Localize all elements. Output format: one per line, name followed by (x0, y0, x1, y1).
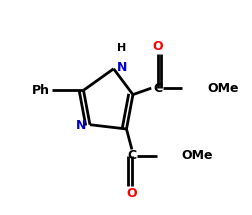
Text: OMe: OMe (206, 82, 238, 95)
Text: Ph: Ph (32, 84, 50, 97)
Text: H: H (116, 43, 125, 53)
Text: O: O (152, 40, 162, 53)
Text: C: C (152, 82, 162, 95)
Text: N: N (76, 119, 86, 132)
Text: O: O (126, 187, 137, 200)
Text: C: C (127, 149, 136, 162)
Text: N: N (116, 61, 127, 74)
Text: OMe: OMe (181, 149, 212, 162)
